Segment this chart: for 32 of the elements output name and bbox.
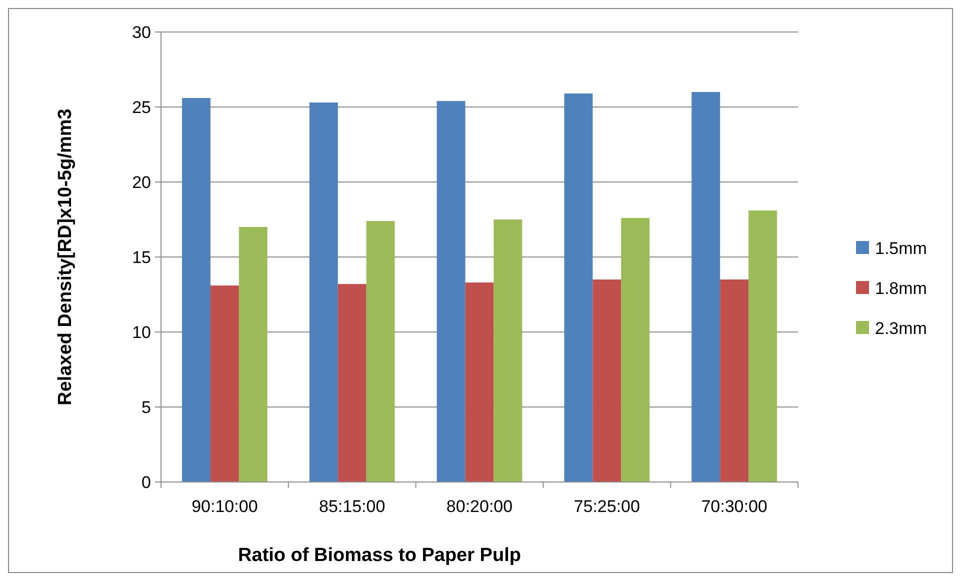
x-tick-label: 70:30:00: [701, 497, 768, 516]
y-tick-label: 0: [142, 472, 151, 492]
legend-label: 1.8mm: [875, 278, 927, 298]
bar: [210, 286, 239, 482]
x-tick-label: 85:15:00: [319, 497, 386, 516]
bar: [366, 221, 395, 482]
legend-label: 2.3mm: [875, 318, 927, 338]
bar: [238, 227, 268, 482]
bar: [494, 220, 522, 482]
y-tick-label: 25: [132, 98, 151, 117]
bar: [338, 284, 366, 482]
bar: [564, 94, 593, 482]
x-tick-label: 90:10:00: [192, 497, 258, 516]
y-tick-label: 5: [142, 398, 151, 417]
bar: [309, 102, 338, 482]
bar: [692, 92, 720, 482]
y-tick-label: 20: [132, 172, 151, 192]
bar: [720, 280, 749, 482]
bar: [436, 101, 466, 482]
bar: [465, 282, 494, 482]
x-tick-label: 75:25:00: [574, 497, 640, 516]
y-axis-title: Relaxed Density[RD]x10-5g/mm3: [55, 108, 76, 406]
bar: [748, 210, 777, 482]
x-tick-label: 80:20:00: [446, 497, 513, 516]
bar: [592, 280, 622, 482]
x-axis-title: Ratio of Biomass to Paper Pulp: [238, 545, 521, 566]
bar: [182, 98, 210, 482]
bar: [621, 218, 650, 482]
y-tick-label: 10: [132, 322, 151, 342]
y-tick-label: 30: [132, 22, 151, 42]
y-tick-label: 15: [132, 248, 151, 267]
legend-label: 1.5mm: [875, 238, 927, 258]
